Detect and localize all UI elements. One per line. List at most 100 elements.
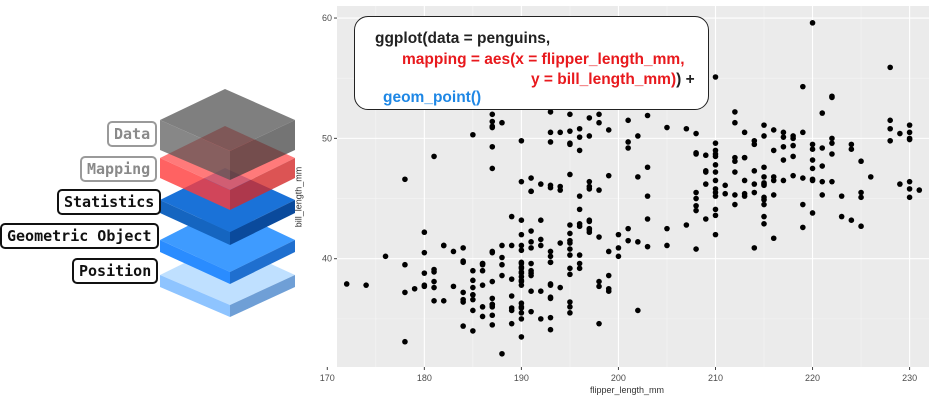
data-point [567, 171, 573, 178]
data-point [838, 213, 845, 220]
data-point [596, 119, 602, 126]
y-tick-label: 60 [322, 13, 332, 23]
code-line-y: y = bill_length_mm)) + [531, 71, 695, 89]
data-point [819, 163, 826, 169]
data-point [664, 242, 670, 249]
data-point [470, 131, 476, 138]
data-point [528, 188, 534, 195]
data-point [528, 239, 534, 245]
data-point [421, 270, 428, 276]
data-point [596, 111, 602, 118]
data-point [489, 312, 496, 319]
data-point [440, 242, 447, 249]
data-point [858, 189, 864, 196]
data-layer [160, 89, 295, 180]
data-point [489, 165, 496, 172]
data-point [470, 277, 476, 284]
data-point [712, 189, 719, 196]
data-point [460, 296, 466, 303]
data-point [557, 187, 564, 193]
data-point [712, 153, 719, 160]
data-point [712, 169, 719, 175]
data-point [615, 231, 622, 238]
data-point [567, 310, 573, 316]
data-point [508, 307, 515, 314]
data-point [761, 201, 767, 208]
data-point [887, 125, 893, 132]
data-point [644, 243, 651, 250]
data-point [489, 124, 496, 131]
data-point [722, 182, 728, 189]
data-point [460, 289, 466, 296]
data-point [712, 212, 719, 219]
data-point [489, 295, 496, 302]
data-point [538, 316, 544, 322]
data-point [567, 265, 573, 272]
data-point [693, 202, 699, 209]
data-point [712, 231, 719, 238]
data-point [693, 207, 699, 214]
data-point [538, 288, 544, 294]
data-point [741, 154, 748, 161]
data-point [567, 140, 573, 146]
data-point [702, 216, 709, 222]
data-point [887, 117, 893, 124]
data-point [470, 284, 476, 291]
data-point [819, 192, 826, 198]
data-point [741, 190, 748, 197]
data-point [518, 316, 525, 322]
data-point [499, 350, 505, 357]
data-point [567, 246, 573, 252]
data-point [732, 119, 738, 126]
data-point [518, 178, 525, 185]
data-point [790, 142, 796, 149]
data-point [761, 122, 767, 128]
data-point [479, 267, 486, 274]
data-point [712, 206, 719, 213]
code-line-ggplot: ggplot(data = penguins, [375, 30, 551, 47]
data-point [363, 282, 369, 288]
y-tick-label: 50 [322, 133, 332, 143]
data-point [780, 177, 787, 184]
data-point [431, 153, 437, 160]
data-point [712, 147, 719, 154]
data-point [528, 228, 534, 234]
code-y-aes: y = bill_length_mm) [531, 71, 677, 88]
data-point [518, 282, 525, 288]
data-point [683, 222, 690, 228]
data-point [567, 111, 573, 118]
data-point [547, 253, 554, 260]
data-point [916, 187, 923, 193]
data-point [761, 174, 767, 180]
data-point [644, 164, 651, 171]
data-point [450, 283, 457, 290]
data-point [644, 193, 651, 199]
data-point [489, 322, 496, 328]
data-point [712, 162, 719, 168]
data-point [576, 193, 583, 199]
data-point [518, 305, 525, 311]
data-point [557, 129, 564, 136]
data-point [596, 320, 602, 327]
data-point [780, 143, 787, 150]
data-point [848, 146, 855, 152]
data-point [489, 143, 496, 150]
data-point [635, 133, 641, 139]
data-point [518, 231, 525, 238]
data-point [664, 225, 670, 232]
data-point [751, 189, 758, 196]
data-point [732, 109, 738, 115]
data-point [567, 271, 573, 278]
data-point [780, 157, 787, 163]
data-point [761, 213, 767, 220]
data-point [460, 245, 466, 251]
data-point [547, 248, 554, 255]
data-point [402, 289, 408, 296]
data-point [411, 285, 418, 292]
data-point [538, 217, 544, 223]
data-point [576, 125, 583, 132]
data-point [508, 213, 515, 220]
data-point [693, 130, 699, 137]
data-point [528, 267, 534, 274]
